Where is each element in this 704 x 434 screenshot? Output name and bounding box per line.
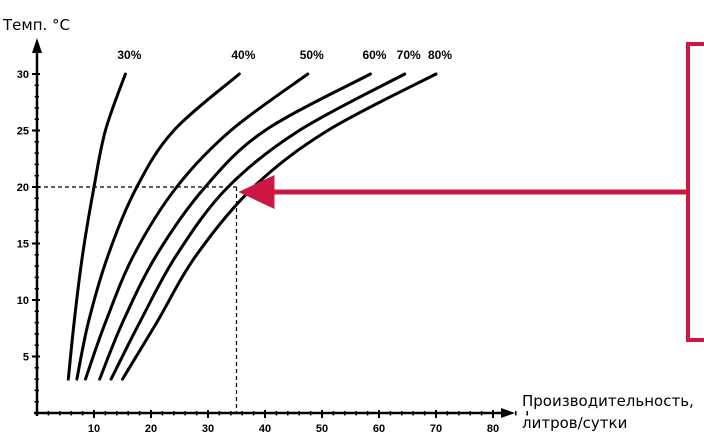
- series-labels: 30% 40% 50% 60% 70% 80%: [117, 48, 452, 62]
- curves-group: [66, 72, 438, 381]
- series-line-40-pct: [75, 72, 241, 381]
- y-tick-label: 20: [17, 182, 29, 194]
- annotation-arrow-head: [238, 175, 275, 209]
- y-tick-label: 10: [17, 295, 29, 307]
- y-tick-label: 25: [17, 126, 29, 138]
- x-tick-label: 50: [316, 423, 328, 434]
- series-label-30-pct: 30%: [117, 48, 141, 62]
- x-tick-label: 70: [430, 423, 442, 434]
- series-line-80-pct: [121, 72, 438, 381]
- annotation-box: [686, 42, 704, 342]
- series-label-40-pct: 40%: [231, 48, 255, 62]
- y-axis-title: Темп. °С: [2, 16, 70, 34]
- y-tick-label: 30: [17, 69, 29, 81]
- x-axis-title-line-2: литров/сутки: [522, 414, 627, 432]
- x-tick-label: 80: [487, 423, 499, 434]
- x-tick-label: 30: [202, 423, 214, 434]
- x-axis-title-line-1: Производительность,: [522, 392, 694, 410]
- x-axis-arrowhead: [501, 408, 515, 418]
- y-tick-label: 5: [23, 352, 29, 364]
- series-line-70-pct: [109, 72, 407, 381]
- x-tick-label: 60: [373, 423, 385, 434]
- y-axis-arrowhead: [32, 38, 42, 53]
- axes: [32, 38, 515, 418]
- x-tick-label: 40: [259, 423, 271, 434]
- series-label-60-pct: 60%: [362, 48, 386, 62]
- series-line-30-pct: [66, 72, 127, 381]
- series-line-50-pct: [84, 72, 310, 381]
- x-tick-label: 10: [88, 423, 100, 434]
- annotation: [238, 42, 704, 342]
- y-tick-label: 15: [17, 239, 29, 251]
- series-label-50-pct: 50%: [300, 48, 324, 62]
- ticks: 5 10 15 20 25 30 10 20 30 40 50 60 70 80: [17, 69, 528, 434]
- x-tick-label: 20: [145, 423, 157, 434]
- series-label-80-pct: 80%: [428, 48, 452, 62]
- series-label-70-pct: 70%: [397, 48, 421, 62]
- series-line-60-pct: [98, 72, 372, 381]
